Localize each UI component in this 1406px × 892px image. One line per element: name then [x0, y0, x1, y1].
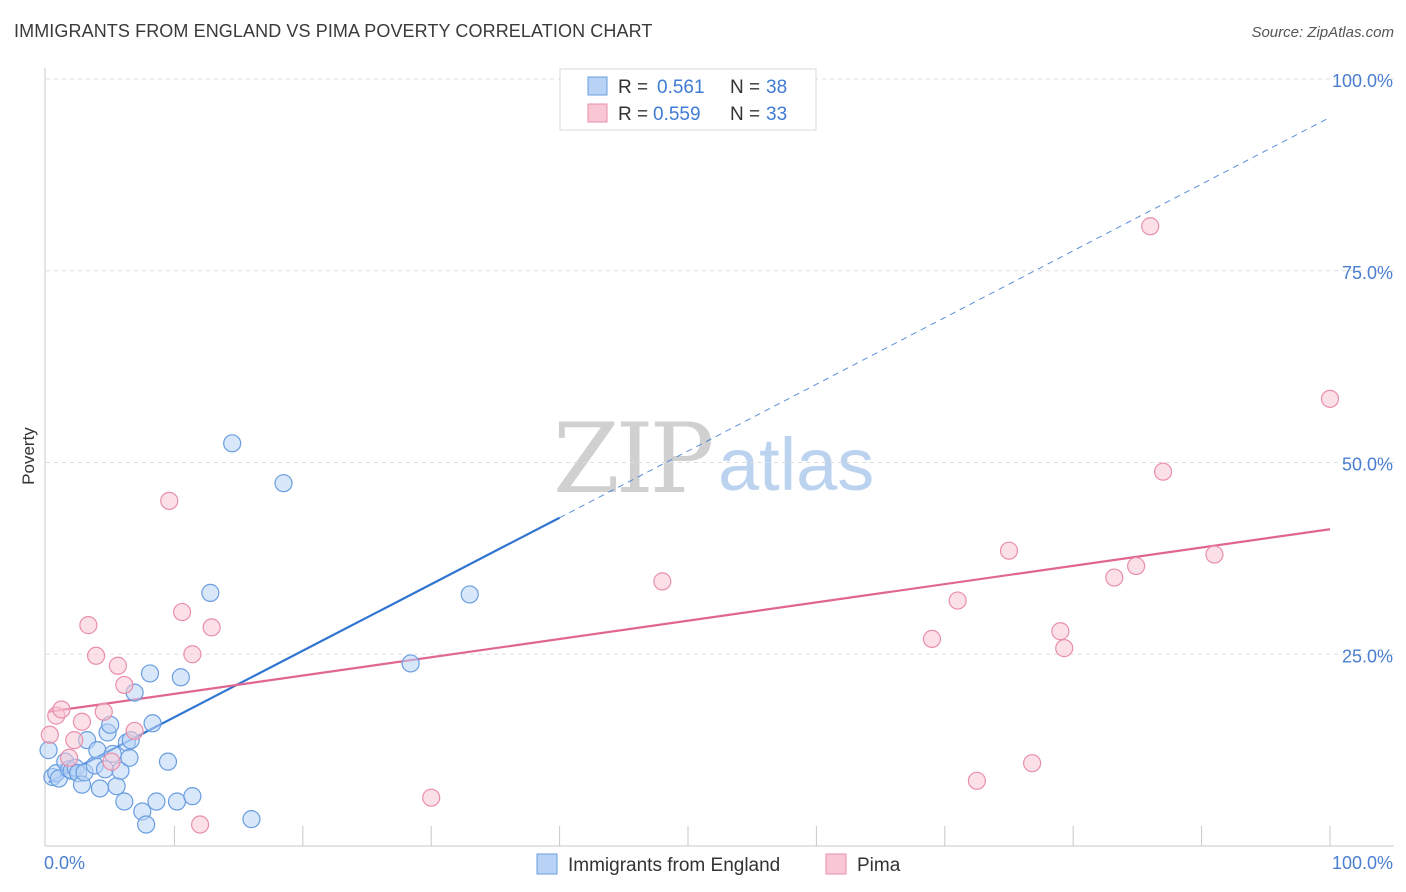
bottom-legend-label-pink: Pima	[857, 855, 901, 876]
point-pima	[52, 700, 71, 719]
axes	[44, 68, 1394, 847]
y-tick-label: 75.0%	[1342, 263, 1393, 283]
legend-swatch-pink	[587, 103, 608, 123]
point-england	[167, 792, 187, 811]
bottom-legend-swatch-pink	[825, 853, 847, 875]
point-pima	[40, 725, 59, 744]
point-pima	[1127, 556, 1146, 576]
watermark-atlas: atlas	[718, 423, 874, 506]
point-england	[107, 777, 126, 796]
point-england	[120, 748, 139, 767]
legend-n-label-blue: N =	[730, 77, 760, 98]
point-pima	[72, 712, 92, 731]
point-england	[143, 714, 162, 733]
legend-n-value-blue: 38	[766, 77, 787, 98]
point-england	[88, 741, 107, 760]
bottom-legend-label-blue: Immigrants from England	[568, 855, 780, 876]
point-pima	[1141, 217, 1160, 236]
point-pima	[125, 721, 144, 741]
x-tick-label-left: 0.0%	[44, 853, 85, 873]
grid-lines: 25.0% 50.0% 75.0% 100.0%	[46, 71, 1394, 666]
legend-n-value-pink: 33	[766, 104, 787, 125]
point-pima	[108, 656, 128, 675]
point-pima	[1055, 639, 1074, 658]
watermark-zip: ZIP	[553, 403, 712, 515]
point-pima	[115, 675, 134, 695]
y-axis-label: Poverty	[19, 427, 38, 485]
legend-r-label-pink: R =	[618, 104, 648, 125]
point-pima	[967, 771, 987, 790]
point-england	[140, 664, 160, 683]
point-pima	[65, 731, 84, 750]
legend-r-label-blue: R =	[618, 77, 648, 98]
point-england	[147, 792, 166, 811]
point-pima	[202, 618, 221, 637]
point-pima	[1205, 545, 1224, 564]
data-points	[39, 217, 1340, 834]
point-pima	[1105, 568, 1124, 587]
point-pima	[86, 646, 106, 665]
point-england	[460, 585, 479, 604]
point-england	[115, 792, 134, 811]
y-tick-label: 50.0%	[1342, 455, 1393, 475]
point-england	[171, 668, 190, 687]
point-pima	[190, 815, 210, 834]
legend-n-label-pink: N =	[730, 104, 760, 125]
bottom-legend: Immigrants from England Pima	[536, 853, 901, 876]
point-england	[223, 434, 242, 453]
point-pima	[183, 645, 202, 664]
point-england	[242, 810, 261, 829]
point-pima	[173, 602, 192, 622]
legend-r-value-pink: 0.559	[653, 104, 701, 125]
point-pima	[1320, 389, 1340, 408]
legend-swatch-blue	[587, 76, 608, 96]
point-pima	[1153, 462, 1173, 481]
point-england	[158, 752, 178, 771]
chart-title: IMMIGRANTS FROM ENGLAND VS PIMA POVERTY …	[14, 21, 653, 41]
point-england	[183, 787, 202, 806]
point-pima	[94, 702, 113, 721]
trend-line-england-extrapolated	[559, 116, 1331, 519]
point-pima	[1051, 622, 1070, 641]
point-pima	[102, 752, 121, 771]
point-pima	[948, 591, 967, 610]
point-pima	[160, 491, 179, 510]
point-england	[137, 815, 156, 834]
point-pima	[79, 616, 98, 635]
point-england	[401, 654, 420, 673]
y-tick-label: 25.0%	[1342, 646, 1393, 666]
point-pima	[653, 572, 672, 591]
point-pima	[922, 629, 942, 649]
trend-line-pima	[48, 528, 1331, 713]
x-tick-label-right: 100.0%	[1332, 853, 1393, 873]
source-label: Source: ZipAtlas.com	[1251, 24, 1394, 41]
point-pima	[422, 788, 441, 807]
bottom-legend-swatch-blue	[536, 853, 558, 875]
point-pima	[999, 541, 1019, 560]
point-england	[90, 779, 110, 798]
top-legend: R = 0.561 N = 38 R = 0.559 N = 33	[559, 68, 817, 131]
point-england	[201, 583, 220, 602]
trend-lines	[48, 116, 1331, 784]
point-england	[274, 474, 293, 493]
point-pima	[1023, 754, 1042, 773]
y-tick-label: 100.0%	[1332, 71, 1393, 91]
legend-r-value-blue: 0.561	[657, 77, 705, 98]
point-england	[39, 741, 58, 760]
point-pima	[60, 748, 79, 767]
